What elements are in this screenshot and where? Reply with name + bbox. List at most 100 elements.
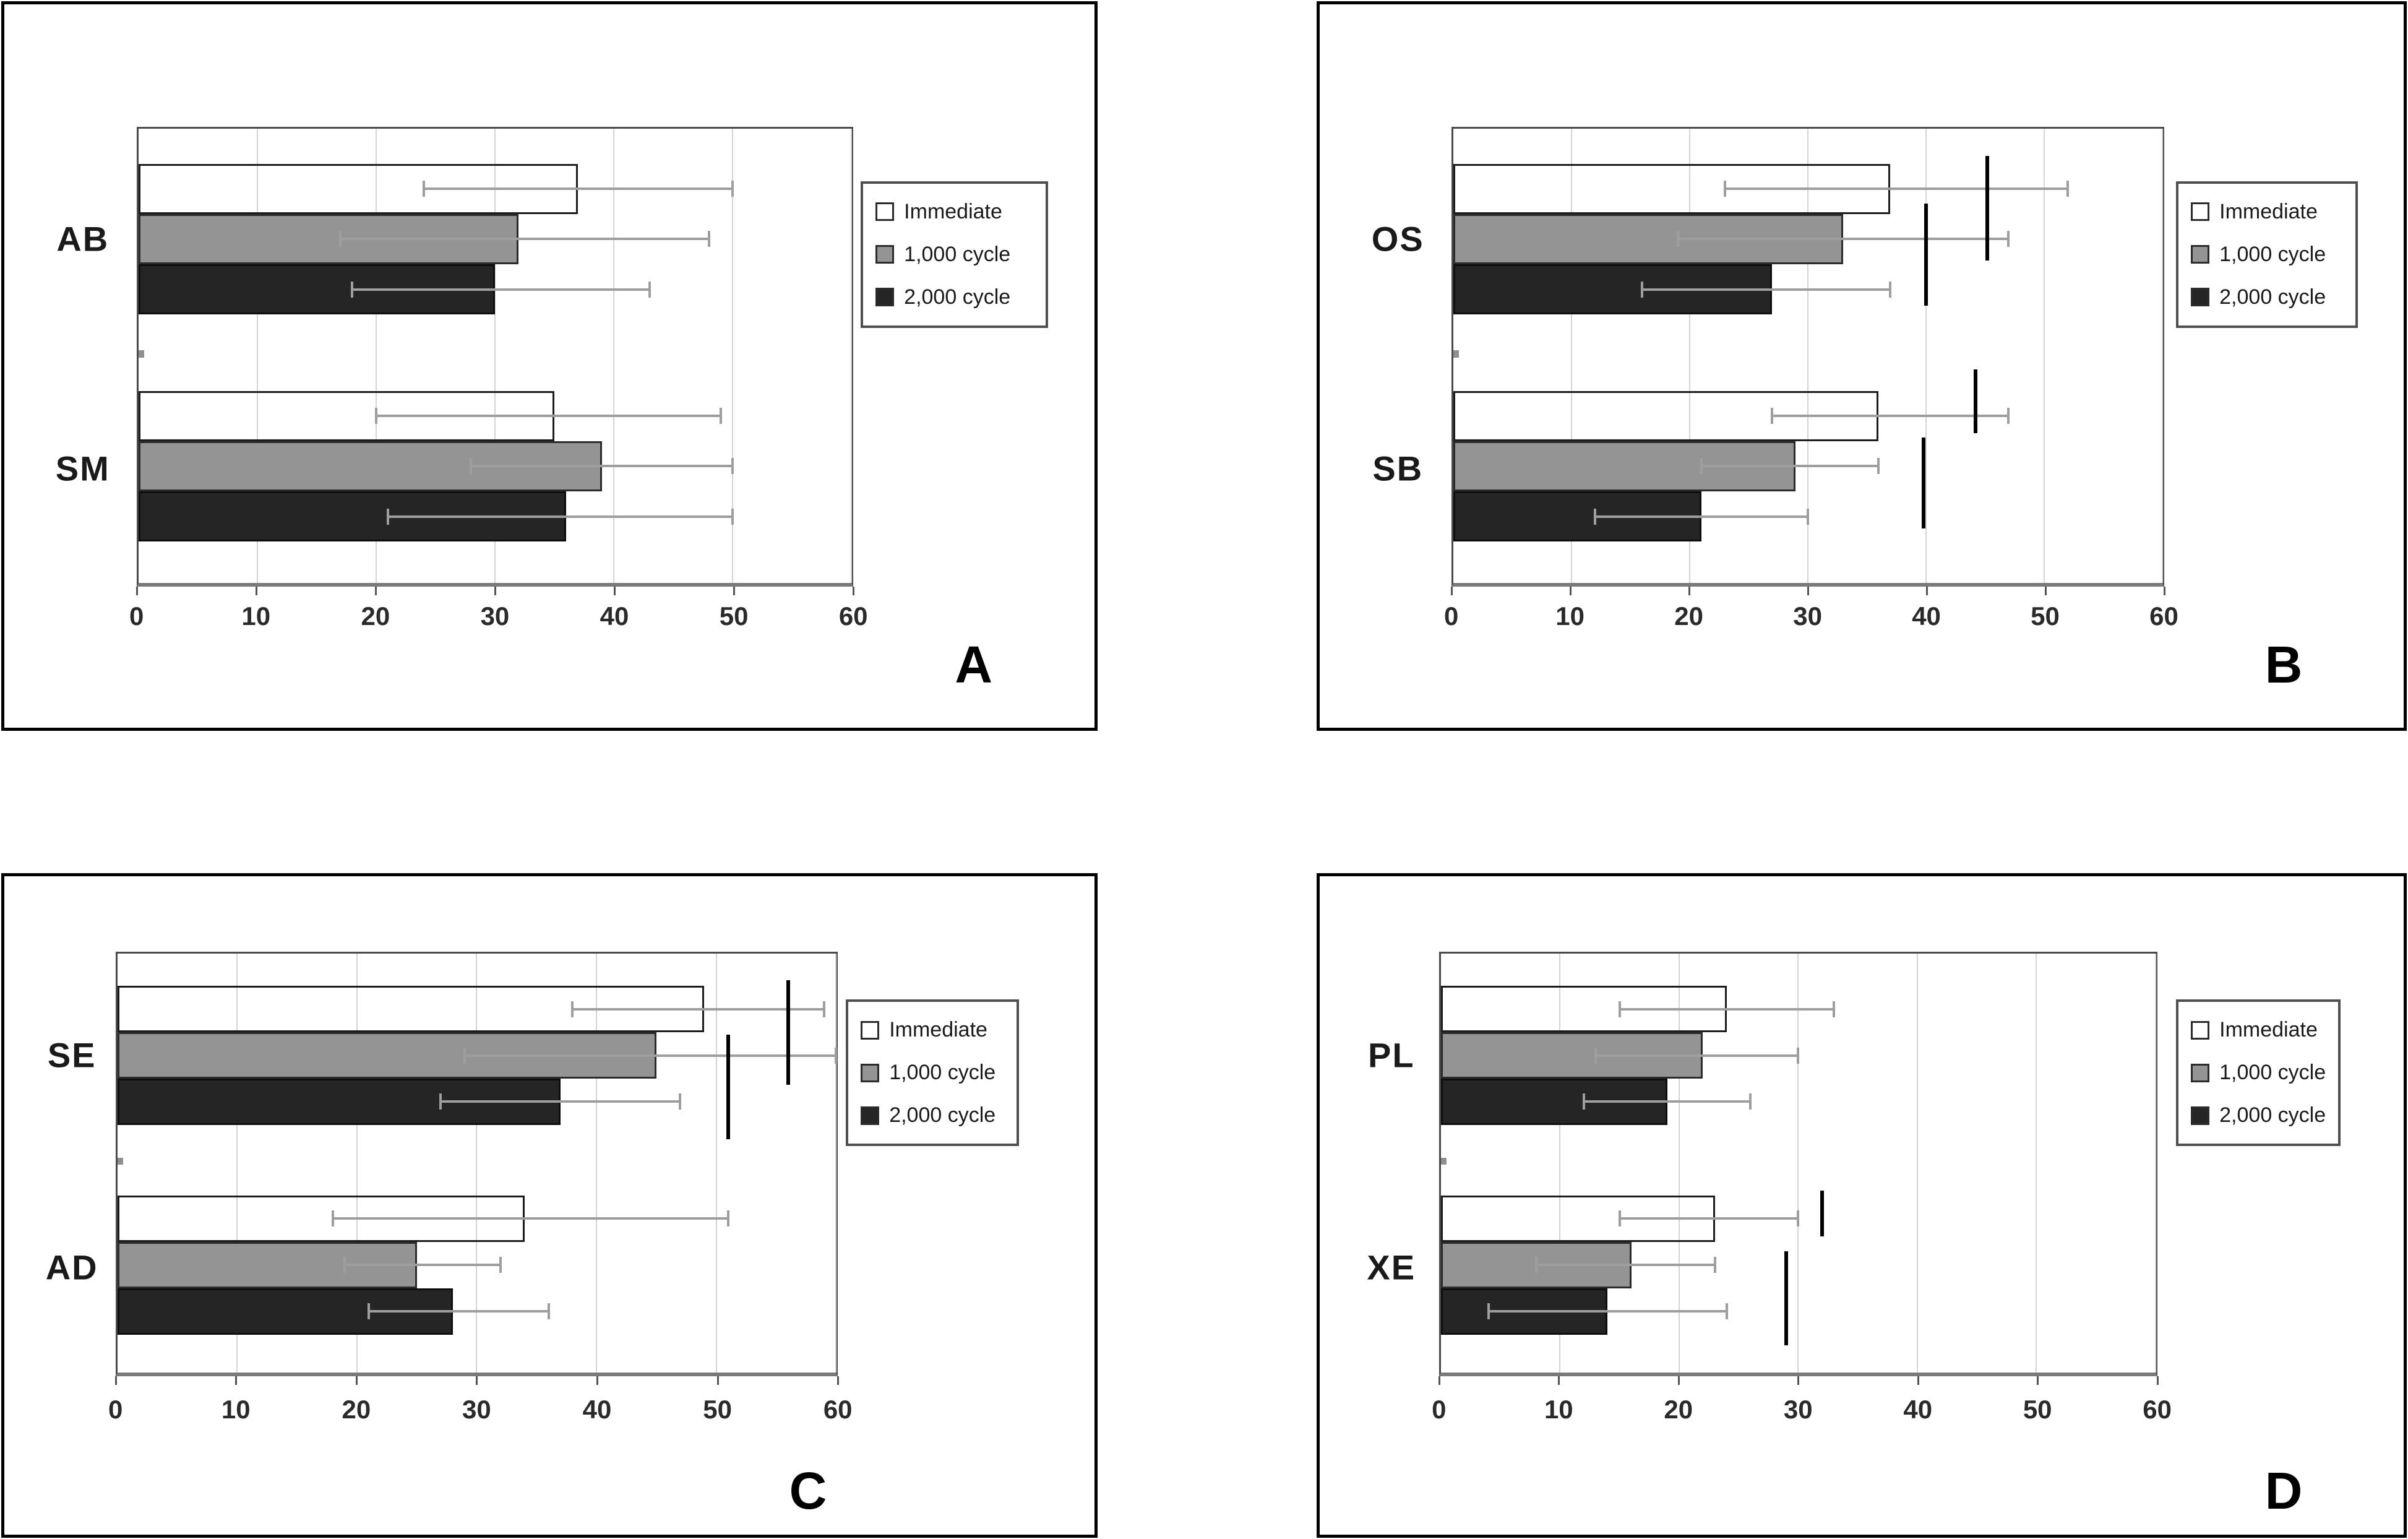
error-cap-low-AD-white xyxy=(332,1210,335,1227)
error-cap-high-SM-gray xyxy=(731,458,734,475)
error-bar-AD-black xyxy=(369,1310,549,1313)
gridline-x10 xyxy=(1570,129,1572,583)
axis-artifact-speck xyxy=(138,350,145,358)
error-bar-XE-white xyxy=(1619,1217,1799,1220)
error-cap-low-SM-black xyxy=(387,508,390,525)
x-axis-label-50: 50 xyxy=(2031,601,2060,631)
x-axis-tick-40 xyxy=(614,587,616,595)
legend-item-black: 2,000 cycle xyxy=(2191,285,2343,309)
legend-item-black: 2,000 cycle xyxy=(875,285,1033,309)
error-bar-SE-gray xyxy=(465,1054,836,1057)
error-cap-low-SE-black xyxy=(439,1093,442,1110)
legend-item-white: Immediate xyxy=(875,200,1033,224)
panel-B: OS SB 0 10 20 30 40 50 60 Immediate 1,000 cycle 2,0… xyxy=(1317,1,2407,731)
legend-marker-black-icon xyxy=(2191,288,2210,307)
x-axis-tick-30 xyxy=(494,587,496,595)
error-cap-high-SM-black xyxy=(731,508,734,525)
significance-line-1 xyxy=(786,980,790,1085)
x-axis-label-50: 50 xyxy=(703,1395,732,1425)
legend-marker-white-icon xyxy=(2191,202,2210,222)
error-cap-high-SE-gray xyxy=(835,1047,838,1064)
error-bar-OS-black xyxy=(1642,288,1891,291)
legend-item-black: 2,000 cycle xyxy=(861,1103,1004,1127)
legend-marker-gray-icon xyxy=(875,245,895,264)
plot-area xyxy=(136,127,854,587)
gridline-x60 xyxy=(2154,953,2156,1373)
error-bar-AB-white xyxy=(423,188,733,191)
error-cap-high-PL-black xyxy=(1749,1093,1752,1110)
error-bar-AD-white xyxy=(333,1217,728,1220)
x-axis-tick-50 xyxy=(2044,587,2047,595)
legend-label-black: 2,000 cycle xyxy=(889,1103,996,1127)
error-cap-high-SE-white xyxy=(822,1001,825,1017)
x-axis-label-50: 50 xyxy=(719,601,749,631)
error-cap-high-SB-gray xyxy=(1877,458,1880,475)
category-label-SB: SB xyxy=(1372,449,1424,488)
error-cap-high-AB-black xyxy=(648,281,651,298)
gridline-x20 xyxy=(356,953,358,1373)
error-cap-high-OS-white xyxy=(2066,181,2069,197)
gridline-x50 xyxy=(715,953,717,1373)
gridline-x10 xyxy=(1559,953,1561,1373)
x-axis-label-0: 0 xyxy=(129,601,144,631)
significance-line-2 xyxy=(1784,1251,1788,1346)
x-axis-label-20: 20 xyxy=(361,601,390,631)
legend-item-white: Immediate xyxy=(2191,200,2343,224)
panel-C: SE AD 0 10 20 30 40 50 60 Immediate 1,000 cycle 2,0… xyxy=(1,873,1098,1538)
x-axis-label-10: 10 xyxy=(241,601,271,631)
x-axis-tick-60 xyxy=(2156,1376,2159,1386)
x-axis-label-60: 60 xyxy=(2149,601,2178,631)
category-label-AD: AD xyxy=(45,1248,98,1287)
error-cap-high-AD-white xyxy=(726,1210,729,1227)
error-cap-high-OS-gray xyxy=(2007,231,2010,248)
x-axis-label-0: 0 xyxy=(1443,601,1459,631)
axis-artifact-speck xyxy=(1440,1157,1447,1165)
x-axis-tick-10 xyxy=(1569,587,1572,595)
error-bar-SB-white xyxy=(1772,415,2009,418)
panel-D: PL XE 0 10 20 30 40 50 60 Immediate 1,000 cycle 2,0… xyxy=(1317,873,2407,1538)
x-axis-tick-40 xyxy=(1925,587,1928,595)
x-axis-label-40: 40 xyxy=(582,1395,612,1425)
legend-label-white: Immediate xyxy=(904,199,1002,223)
legend-item-gray: 1,000 cycle xyxy=(875,243,1033,267)
error-cap-low-PL-white xyxy=(1618,1001,1621,1017)
legend-marker-white-icon xyxy=(861,1020,880,1040)
x-axis-label-30: 30 xyxy=(480,601,510,631)
error-cap-low-SM-white xyxy=(374,408,377,425)
gridline-x40 xyxy=(1916,953,1918,1373)
gridline-x50 xyxy=(2043,129,2045,583)
legend: Immediate 1,000 cycle 2,000 cycle xyxy=(846,999,1020,1147)
legend-marker-white-icon xyxy=(875,202,895,222)
x-axis-label-0: 0 xyxy=(1432,1395,1447,1425)
error-cap-low-OS-white xyxy=(1723,181,1726,197)
category-label-XE: XE xyxy=(1367,1248,1416,1287)
gridline-x20 xyxy=(1688,129,1690,583)
error-cap-low-AD-black xyxy=(368,1303,371,1320)
legend-label-gray: 1,000 cycle xyxy=(904,242,1011,266)
error-cap-low-XE-gray xyxy=(1534,1257,1537,1274)
x-axis-tick-40 xyxy=(1917,1376,1919,1386)
x-axis-tick-50 xyxy=(733,587,736,595)
error-bar-SB-gray xyxy=(1701,465,1879,468)
significance-line-4 xyxy=(1921,438,1925,528)
error-cap-low-XE-white xyxy=(1618,1210,1621,1227)
legend-marker-gray-icon xyxy=(2191,1063,2210,1082)
x-axis-label-20: 20 xyxy=(342,1395,371,1425)
x-axis-tick-20 xyxy=(1677,1376,1680,1386)
x-axis-tick-50 xyxy=(716,1376,719,1386)
error-cap-high-OS-black xyxy=(1889,281,1892,298)
x-axis-label-30: 30 xyxy=(462,1395,491,1425)
error-cap-high-AB-gray xyxy=(707,231,710,248)
error-bar-AD-gray xyxy=(345,1264,501,1267)
panel-letter-C: C xyxy=(789,1461,827,1520)
error-cap-high-AD-gray xyxy=(499,1257,502,1274)
x-axis-label-30: 30 xyxy=(1793,601,1822,631)
error-cap-low-SE-white xyxy=(571,1001,574,1017)
error-bar-PL-black xyxy=(1583,1100,1751,1103)
legend-item-gray: 1,000 cycle xyxy=(2191,1061,2326,1085)
axis-artifact-speck xyxy=(117,1157,124,1165)
error-cap-low-AB-white xyxy=(422,181,425,197)
category-label-PL: PL xyxy=(1367,1035,1415,1075)
x-axis-tick-40 xyxy=(596,1376,598,1386)
